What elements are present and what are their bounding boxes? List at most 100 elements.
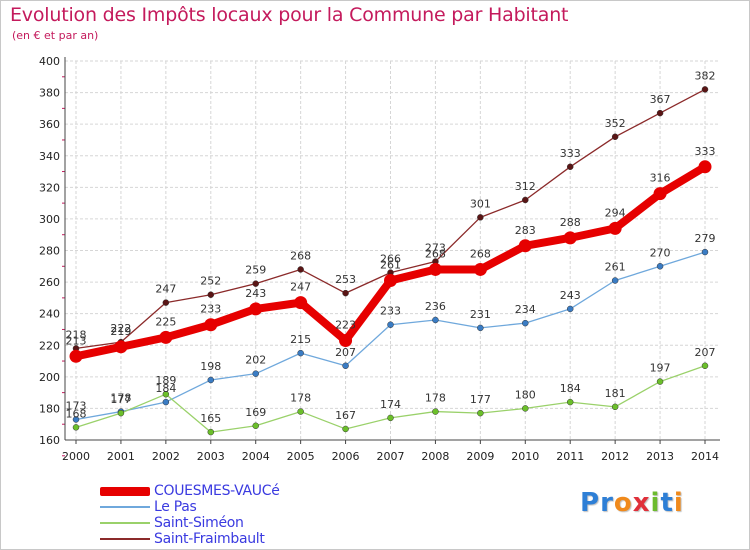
data-point-le-pas [701, 248, 709, 256]
data-label-saint-fraimbault: 218 [66, 328, 87, 341]
data-label-couesmes-vauc-: 261 [380, 259, 401, 272]
series-lines [69, 86, 712, 436]
data-point-couesmes-vauc- [204, 318, 218, 332]
data-point-couesmes-vauc- [653, 187, 667, 201]
x-tick-label: 2013 [646, 450, 674, 463]
data-label-le-pas: 243 [560, 289, 581, 302]
x-tick-label: 2009 [466, 450, 494, 463]
x-tick-label: 2000 [62, 450, 90, 463]
data-point-saint-sim-on [297, 408, 304, 415]
data-label-saint-fraimbault: 266 [380, 253, 401, 266]
data-label-couesmes-vauc-: 213 [66, 334, 87, 347]
logo-letter: r [600, 488, 614, 518]
data-label-saint-sim-on: 177 [110, 393, 131, 406]
data-point-le-pas [566, 305, 574, 313]
logo-letter: P [580, 488, 601, 518]
data-label-saint-fraimbault: 259 [245, 264, 266, 277]
data-point-saint-fraimbault [611, 133, 619, 141]
data-point-saint-sim-on [656, 378, 664, 385]
data-label-le-pas: 198 [200, 360, 221, 373]
data-point-saint-fraimbault [522, 196, 529, 204]
data-point-saint-sim-on [117, 409, 125, 417]
y-tick-label: 300 [39, 213, 60, 226]
data-labels: 218 222 247 252 259 268 253 266 273 301 312 333 352 3… [66, 69, 716, 425]
data-point-couesmes-vauc- [69, 349, 83, 363]
data-point-le-pas [162, 398, 170, 406]
data-label-couesmes-vauc-: 268 [425, 247, 446, 260]
legend-label-saint-fraimbault: Saint-Fraimbault [154, 531, 265, 547]
page-title: Evolution des Impôts locaux pour la Comm… [10, 4, 569, 26]
proxiti-logo[interactable]: Proxiti [580, 488, 684, 518]
data-label-saint-sim-on: 178 [425, 392, 446, 405]
legend-item-saint-simeon[interactable]: Saint-Siméon [100, 515, 280, 531]
legend-item-couesmes[interactable]: COUESMES-VAUCé [100, 483, 280, 499]
data-label-le-pas: 233 [380, 305, 401, 318]
data-label-le-pas: 236 [425, 300, 446, 313]
data-label-saint-sim-on: 174 [380, 398, 401, 411]
data-point-saint-sim-on [432, 408, 439, 415]
data-point-saint-fraimbault [566, 163, 574, 171]
data-point-saint-sim-on [611, 403, 619, 411]
data-label-couesmes-vauc-: 233 [200, 303, 221, 316]
data-label-couesmes-vauc-: 316 [650, 172, 671, 185]
legend-label-couesmes: COUESMES-VAUCé [154, 483, 280, 499]
data-label-couesmes-vauc-: 219 [110, 325, 131, 338]
legend-swatch-le-pas [100, 506, 150, 508]
data-point-couesmes-vauc- [294, 296, 308, 310]
data-point-saint-fraimbault [207, 291, 215, 298]
data-point-couesmes-vauc- [114, 340, 128, 354]
data-label-le-pas: 270 [650, 246, 671, 259]
legend-label-le-pas: Le Pas [154, 499, 197, 515]
x-tick-label: 2011 [556, 450, 584, 463]
legend-label-saint-simeon: Saint-Siméon [154, 515, 244, 531]
data-label-saint-sim-on: 181 [605, 387, 626, 400]
x-tick-label: 2012 [601, 450, 629, 463]
data-point-saint-sim-on [252, 422, 259, 430]
data-point-couesmes-vauc- [698, 160, 712, 174]
data-point-couesmes-vauc- [473, 262, 487, 276]
x-tick-label: 2014 [691, 450, 719, 463]
data-label-couesmes-vauc-: 223 [335, 319, 356, 332]
data-label-couesmes-vauc-: 268 [470, 247, 491, 260]
x-tick-label: 2007 [377, 450, 405, 463]
page-subtitle: (en € et par an) [12, 29, 99, 42]
data-point-couesmes-vauc- [608, 221, 622, 235]
data-label-le-pas: 184 [155, 382, 176, 395]
data-point-couesmes-vauc- [339, 334, 353, 348]
data-point-couesmes-vauc- [518, 239, 532, 253]
data-label-saint-fraimbault: 273 [425, 242, 446, 255]
x-tick-label: 2006 [332, 450, 360, 463]
data-label-saint-sim-on: 177 [470, 393, 491, 406]
data-label-le-pas: 173 [66, 399, 87, 412]
x-tick-label: 2002 [152, 450, 180, 463]
data-label-saint-fraimbault: 247 [155, 283, 176, 296]
data-point-saint-fraimbault [342, 289, 349, 297]
x-tick-label: 2008 [421, 450, 449, 463]
data-label-saint-fraimbault: 367 [650, 93, 671, 106]
data-point-saint-sim-on [207, 428, 215, 436]
data-point-le-pas [611, 277, 619, 284]
data-point-saint-fraimbault [162, 299, 170, 306]
data-point-couesmes-vauc- [159, 330, 173, 344]
y-tick-label: 260 [39, 276, 60, 289]
data-label-saint-sim-on: 178 [290, 392, 311, 405]
legend-swatch-saint-simeon [100, 522, 150, 524]
data-label-saint-sim-on: 169 [245, 406, 266, 419]
data-point-saint-fraimbault [701, 86, 709, 93]
data-point-couesmes-vauc- [384, 274, 397, 288]
x-tick-label: 2001 [107, 450, 135, 463]
y-tick-label: 200 [39, 371, 60, 384]
legend: COUESMES-VAUCé Le Pas Saint-Siméon Saint… [100, 483, 280, 547]
legend-item-saint-fraimbault[interactable]: Saint-Fraimbault [100, 531, 280, 547]
data-label-couesmes-vauc-: 283 [515, 224, 536, 237]
data-label-le-pas: 261 [605, 261, 626, 274]
x-tick-label: 2010 [511, 450, 539, 463]
data-point-saint-fraimbault [656, 109, 664, 117]
legend-item-le-pas[interactable]: Le Pas [100, 499, 280, 515]
y-tick-label: 240 [39, 308, 60, 321]
data-point-le-pas [207, 376, 215, 384]
data-label-saint-fraimbault: 382 [695, 69, 716, 82]
logo-letter: x [632, 488, 651, 518]
data-label-le-pas: 215 [290, 333, 311, 346]
